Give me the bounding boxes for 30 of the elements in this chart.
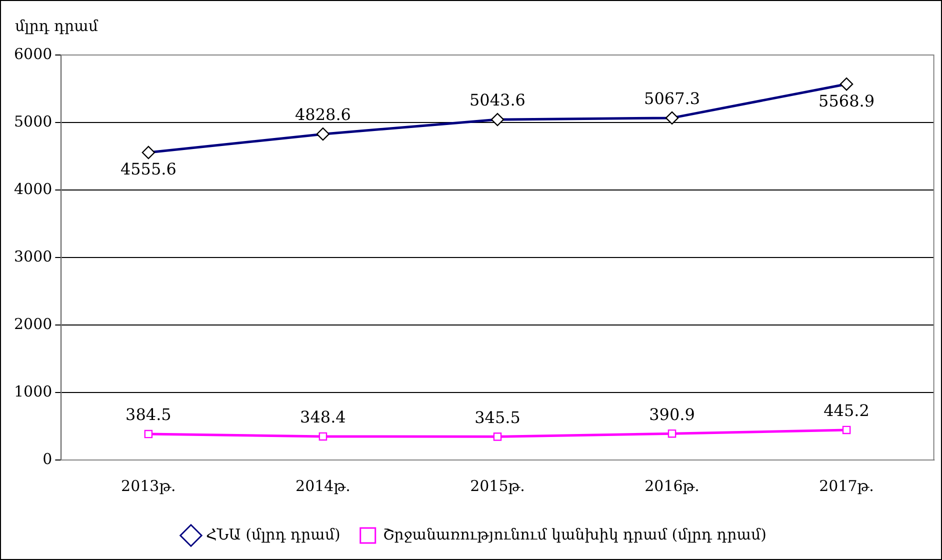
y-axis-title: մլրդ դրամ	[15, 17, 98, 35]
legend-label: Շրջանառությունում կանխիկ դրամ (մլրդ դրամ)	[382, 525, 767, 544]
y-tick-label: 3000	[14, 247, 52, 266]
data-label: 4555.6	[120, 160, 176, 179]
data-label: 5568.9	[818, 91, 875, 110]
y-tick-label: 2000	[14, 314, 52, 333]
point	[144, 430, 153, 438]
x-tick-label: 2016թ.	[644, 476, 700, 495]
data-label: 348.4	[300, 408, 346, 427]
data-label: 390.9	[649, 404, 695, 424]
data-label: 5043.6	[469, 90, 526, 110]
legend-label: ՀՆԱ (մլրդ դրամ)	[206, 525, 340, 544]
y-tick-label: 1000	[14, 382, 52, 400]
data-label: 445.2	[824, 401, 870, 420]
x-tick-label: 2013թ.	[121, 476, 176, 495]
point	[493, 432, 502, 441]
y-tick-label: 6000	[14, 44, 52, 63]
point	[668, 429, 676, 438]
y-tick-label: 0	[42, 450, 52, 468]
y-tick-label: 5000	[14, 112, 52, 130]
point	[318, 432, 328, 441]
y-tick-label: 4000	[14, 180, 52, 198]
data-label: 384.5	[126, 405, 172, 424]
point	[842, 426, 851, 434]
x-tick-label: 2015թ.	[470, 476, 525, 495]
x-tick-label: 2017թ.	[819, 476, 874, 495]
data-label: 5067.3	[644, 89, 700, 108]
data-label: 4828.6	[294, 105, 351, 124]
data-label: 345.5	[474, 408, 520, 427]
x-tick-label: 2014թ.	[296, 476, 350, 495]
